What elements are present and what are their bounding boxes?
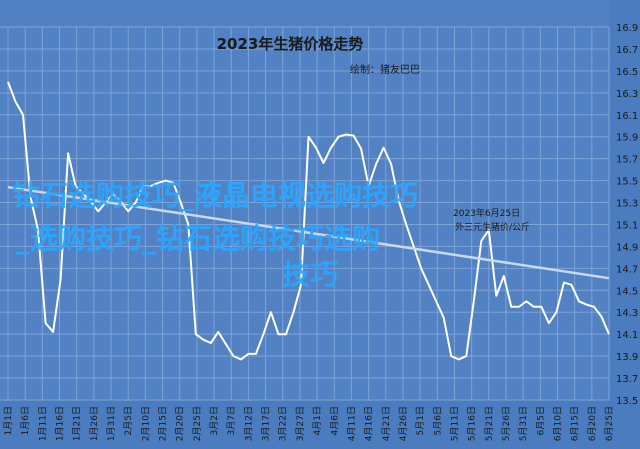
y-tick-label: 13.9 [616, 352, 638, 363]
x-tick-label: 1月21日 [72, 406, 83, 441]
x-tick-label: 6月10日 [552, 406, 563, 441]
series-lines [7, 81, 610, 361]
x-tick-label: 5月11日 [449, 406, 460, 441]
x-tick-label: 3月22日 [278, 406, 289, 441]
y-axis-ticks: 16.9 16.7 16.5 16.3 16.1 15.9 15.7 15.5 15.3 15.1… [616, 23, 638, 407]
x-tick-label: 1月6日 [20, 406, 31, 435]
x-tick-label: 1月16日 [55, 406, 66, 441]
watermark-line-1: 钻石选购技巧_液晶电视选购技巧 [12, 179, 418, 212]
y-tick-label: 13.5 [616, 396, 638, 407]
x-tick-label: 2月15日 [158, 406, 169, 441]
x-tick-label: 5月21日 [484, 406, 495, 441]
x-tick-label: 4月1日 [312, 406, 323, 435]
y-tick-label: 15.3 [616, 199, 638, 210]
gridlines [0, 26, 610, 401]
x-tick-label: 5月31日 [518, 406, 529, 441]
x-tick-label: 3月27日 [295, 406, 306, 441]
watermark-line-2: _选购技巧_钻石选购技巧选购 [16, 222, 380, 255]
x-tick-label: 1月11日 [37, 406, 48, 441]
x-axis-ticks: 1月1日 1月6日 1月11日 1月16日 1月21日 1月26日 1月31日 2月5日 2月1… [3, 406, 615, 441]
x-tick-label: 4月11日 [346, 406, 357, 441]
x-tick-label: 5月26日 [501, 406, 512, 441]
y-tick-label: 16.5 [616, 67, 638, 78]
y-tick-label: 15.5 [616, 177, 638, 188]
x-tick-label: 5月1日 [415, 406, 426, 435]
x-tick-label: 4月26日 [398, 406, 409, 441]
y-tick-label: 13.7 [616, 374, 638, 385]
y-tick-label: 14.9 [616, 242, 638, 253]
overlay-note: 外三元生猪价/公斤 [455, 221, 530, 233]
chart-title: 2023年生猪价格走势 [217, 35, 364, 53]
trend-line [7, 185, 610, 280]
x-tick-label: 1月31日 [106, 406, 117, 441]
y-tick-label: 16.9 [616, 23, 638, 34]
x-tick-label: 2月5日 [123, 406, 134, 435]
y-tick-label: 15.1 [616, 220, 638, 231]
x-tick-label: 6月25日 [604, 406, 615, 441]
x-tick-label: 4月6日 [329, 406, 340, 435]
x-tick-label: 6月20日 [587, 406, 598, 441]
x-tick-label: 3月17日 [261, 406, 272, 441]
x-tick-label: 3月12日 [243, 406, 254, 441]
price-line [7, 81, 610, 361]
x-tick-label: 3月7日 [226, 406, 237, 435]
x-tick-label: 6月5日 [535, 406, 546, 435]
chart-subtitle: 绘制：猪友巴巴 [350, 63, 420, 76]
x-tick-label: 4月16日 [364, 406, 375, 441]
x-tick-label: 4月21日 [381, 406, 392, 441]
watermark-date: 2023年6月25日 [453, 207, 520, 219]
x-tick-label: 5月6日 [432, 406, 443, 435]
y-tick-label: 15.7 [616, 155, 638, 166]
y-tick-label: 14.3 [616, 308, 638, 319]
y-tick-label: 14.7 [616, 264, 638, 275]
watermark-line-3: 技巧 [282, 258, 338, 291]
y-tick-label: 16.1 [616, 111, 638, 122]
y-tick-label: 16.3 [616, 89, 638, 100]
y-tick-label: 16.7 [616, 45, 638, 56]
x-tick-label: 2月25日 [192, 406, 203, 441]
x-tick-label: 5月16日 [467, 406, 478, 441]
y-tick-label: 14.1 [616, 330, 638, 341]
x-tick-label: 2月10日 [140, 406, 151, 441]
x-tick-label: 3月2日 [209, 406, 220, 435]
x-tick-label: 2月20日 [175, 406, 186, 441]
x-tick-label: 6月15日 [570, 406, 581, 441]
y-tick-label: 14.5 [616, 286, 638, 297]
x-tick-label: 1月26日 [89, 406, 100, 441]
x-tick-label: 1月1日 [3, 406, 14, 435]
y-tick-label: 15.9 [616, 133, 638, 144]
